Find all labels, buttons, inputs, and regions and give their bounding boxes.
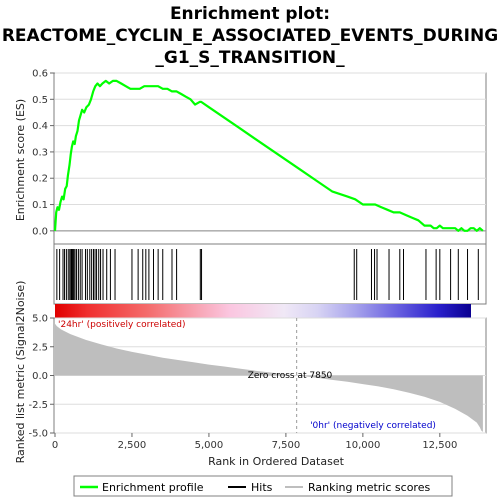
metric-tick-label: -5.0: [28, 429, 48, 440]
x-tick-label: 7,500: [272, 440, 301, 451]
chart-title-line-2: REACTOME_CYCLIN_E_ASSOCIATED_EVENTS_DURI…: [2, 26, 498, 46]
hit-lines: [56, 249, 479, 300]
es-tick-label: 0.6: [32, 69, 48, 80]
metric-tick-label: 5.0: [32, 314, 48, 325]
es-y-ticks: 0.0 0.1 0.2 0.3 0.4 0.5 0.6: [32, 69, 54, 237]
es-panel-frame: [53, 72, 487, 245]
legend-metric-label: Ranking metric scores: [308, 481, 430, 494]
negative-correlation-label: '0hr' (negatively correlated): [310, 421, 436, 431]
chart-title-line-3: _G1_S_TRANSITION_: [155, 48, 345, 68]
legend-hits-label: Hits: [251, 481, 273, 494]
positive-correlation-label: '24hr' (positively correlated): [58, 320, 186, 330]
metric-tick-label: 2.5: [32, 342, 48, 353]
es-tick-label: 0.3: [32, 147, 48, 158]
legend-enrichment-label: Enrichment profile: [102, 481, 204, 494]
es-tick-label: 0.4: [32, 121, 48, 132]
x-tick-label: 2,500: [118, 440, 147, 451]
x-tick-label: 10,000: [345, 440, 380, 451]
x-tick-label: 12,500: [422, 440, 457, 451]
ranking-metric-area: [55, 323, 483, 432]
legend: Enrichment profile Hits Ranking metric s…: [73, 475, 453, 497]
x-tick-label: 0: [52, 440, 58, 451]
es-grid: [55, 72, 486, 232]
es-tick-label: 0.5: [32, 95, 48, 106]
metric-y-ticks: -5.0 -2.5 0.0 2.5 5.0: [28, 314, 54, 440]
hits-panel-frame: [53, 243, 487, 305]
x-axis-label: Rank in Ordered Dataset: [208, 455, 345, 468]
metric-y-axis-label: Ranked list metric (Signal2Noise): [14, 281, 27, 464]
es-tick-label: 0.2: [32, 174, 48, 185]
x-tick-label: 5,000: [195, 440, 224, 451]
metric-tick-label: -2.5: [28, 400, 48, 411]
metric-panel: -5.0 -2.5 0.0 2.5 5.0 '24hr' (positively cor…: [28, 314, 487, 440]
rank-color-bar: [55, 304, 471, 318]
x-ticks: 0 2,500 5,000 7,500 10,000 12,500: [52, 433, 457, 451]
chart-title-line-1: Enrichment plot:: [170, 4, 330, 24]
metric-tick-label: 0.0: [32, 371, 48, 382]
es-tick-label: 0.0: [32, 226, 48, 237]
es-tick-label: 0.1: [32, 200, 48, 211]
enrichment-profile-line: [53, 79, 484, 232]
zero-cross-label: Zero cross at 7850: [248, 371, 333, 381]
es-panel: 0.0 0.1 0.2 0.3 0.4 0.5 0.6: [32, 69, 487, 245]
hits-panel: [53, 243, 487, 305]
es-y-axis-label: Enrichment score (ES): [14, 99, 27, 221]
legend-box: [73, 475, 453, 497]
